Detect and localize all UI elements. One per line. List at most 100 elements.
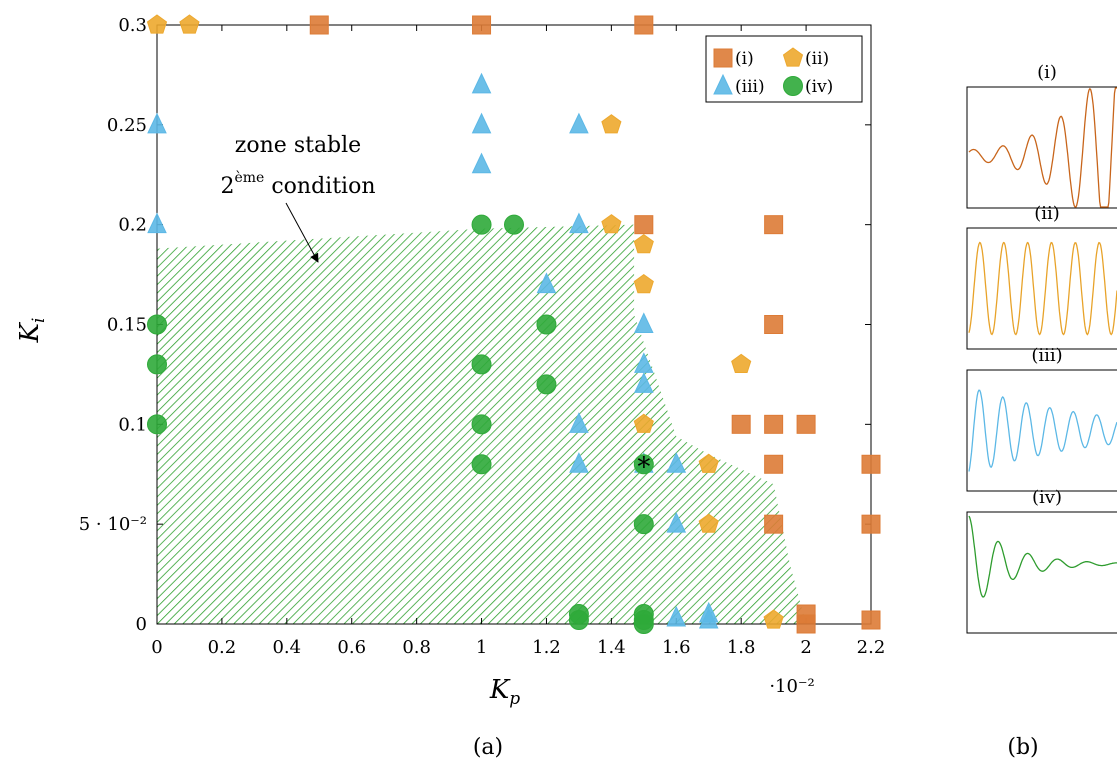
square-point: [764, 414, 784, 434]
circle-point: [633, 514, 654, 535]
triangle-point: [666, 452, 687, 473]
pentagon-point: [633, 413, 654, 433]
pentagon-point: [146, 14, 168, 34]
annotation-rest: condition: [264, 174, 375, 199]
circle-point: [147, 314, 167, 335]
annotation-line-2: 2ème condition: [221, 170, 376, 199]
legend-pentagon-icon: [782, 47, 804, 67]
square-point: [764, 514, 784, 534]
y-tick-label: 0.2: [118, 215, 147, 236]
x-tick-label: 0: [151, 637, 162, 658]
pentagon-point: [601, 214, 622, 234]
response-panel-frame: [966, 511, 1117, 634]
circle-point: [633, 614, 654, 634]
series-square: [309, 15, 881, 634]
data-markers: *: [146, 14, 881, 634]
square-point: [861, 610, 881, 630]
annotation-arrow: [285, 202, 319, 263]
y-tick-label: 0.25: [107, 115, 147, 136]
x-tick-label: 0.8: [402, 637, 431, 658]
square-point: [764, 454, 784, 474]
pentagon-point: [601, 114, 622, 134]
legend-box: [705, 35, 863, 103]
circle-point: [568, 610, 589, 631]
x-tick-label: 1.2: [532, 637, 561, 658]
x-tick-label: 1.4: [597, 637, 626, 658]
circle-point: [471, 354, 492, 375]
square-point: [731, 414, 751, 434]
triangle-point: [471, 112, 492, 134]
response-panels: (i) (ii) (iii) (iv): [966, 62, 1117, 634]
response-panel-frame: [966, 227, 1117, 350]
circle-point: [471, 454, 492, 475]
triangle-point: [569, 212, 589, 234]
triangle-point: [634, 372, 654, 393]
response-panel-frame: [966, 86, 1117, 209]
circle-point: [147, 354, 167, 375]
square-point: [796, 614, 816, 634]
annotation-base: 2: [221, 174, 235, 199]
square-point: [764, 215, 784, 235]
circle-point: [504, 214, 524, 235]
triangle-point: [569, 452, 589, 473]
response-panel-label: (ii): [1034, 203, 1060, 224]
triangle-point: [147, 212, 167, 234]
triangle-point: [698, 607, 719, 629]
caption-b: (b): [1007, 735, 1038, 760]
square-point: [634, 215, 654, 235]
circle-point: [471, 214, 492, 235]
legend-square-icon: [713, 48, 733, 68]
square-point: [861, 514, 881, 534]
pentagon-point: [731, 353, 752, 373]
x-tick-label: 1.6: [662, 637, 691, 658]
legend-circle-icon: [783, 76, 803, 96]
legend-label: (ii): [805, 49, 829, 69]
triangle-point: [471, 152, 492, 174]
x-tick-label: 0.2: [208, 637, 237, 658]
y-tick-label: 0.3: [118, 15, 147, 36]
x-axis-label: Kp: [489, 675, 520, 709]
response-curve: [968, 515, 1117, 598]
series-circle: [147, 214, 654, 634]
square-point: [764, 315, 784, 334]
circle-point: [536, 314, 557, 335]
annotation-superscript: ème: [235, 170, 265, 186]
triangle-point: [666, 511, 687, 533]
y-tick-label: 0.1: [118, 414, 147, 435]
pentagon-point: [698, 513, 719, 533]
pentagon-point: [179, 14, 200, 34]
square-point: [861, 454, 881, 474]
annotation-line-1: zone stable: [235, 133, 361, 158]
y-axis-label: Ki: [15, 318, 49, 344]
y-tick-label: 0: [136, 614, 147, 635]
square-point: [634, 15, 654, 35]
response-panel: (ii): [966, 203, 1117, 350]
response-curve: [968, 87, 1117, 208]
axis-ticks: 0 0.2 0.4 0.6 0.8 1 1.2 1.4 1.6 1.8 2 2.2 0 5 · 10⁻² 0…: [79, 15, 886, 658]
caption-a: (a): [473, 735, 503, 760]
response-panel-label: (iv): [1032, 487, 1062, 508]
x-axis-multiplier: ·10⁻²: [769, 676, 814, 697]
response-panel-label: (iii): [1031, 345, 1062, 366]
pentagon-point: [633, 233, 654, 254]
response-curve: [968, 241, 1117, 336]
y-tick-label: 0.15: [107, 315, 147, 336]
y-tick-label: 5 · 10⁻²: [79, 514, 147, 535]
triangle-point: [147, 112, 167, 134]
pentagon-point: [763, 609, 784, 629]
legend-triangle-icon: [713, 73, 733, 95]
circle-point: [147, 414, 167, 435]
circle-point: [633, 454, 654, 475]
x-tick-label: 0.6: [337, 637, 366, 658]
legend-label: (i): [735, 49, 754, 69]
response-curve: [968, 389, 1117, 472]
response-panel: (i): [966, 62, 1117, 209]
series-pentagon: [146, 14, 784, 629]
triangle-point: [634, 312, 654, 333]
x-tick-label: 0.4: [272, 637, 301, 658]
legend: (i) (ii) (iii) (iv): [705, 35, 863, 103]
square-point: [309, 15, 329, 35]
triangle-point: [536, 272, 557, 294]
triangle-point: [569, 412, 589, 433]
x-tick-label: 1: [476, 637, 487, 658]
